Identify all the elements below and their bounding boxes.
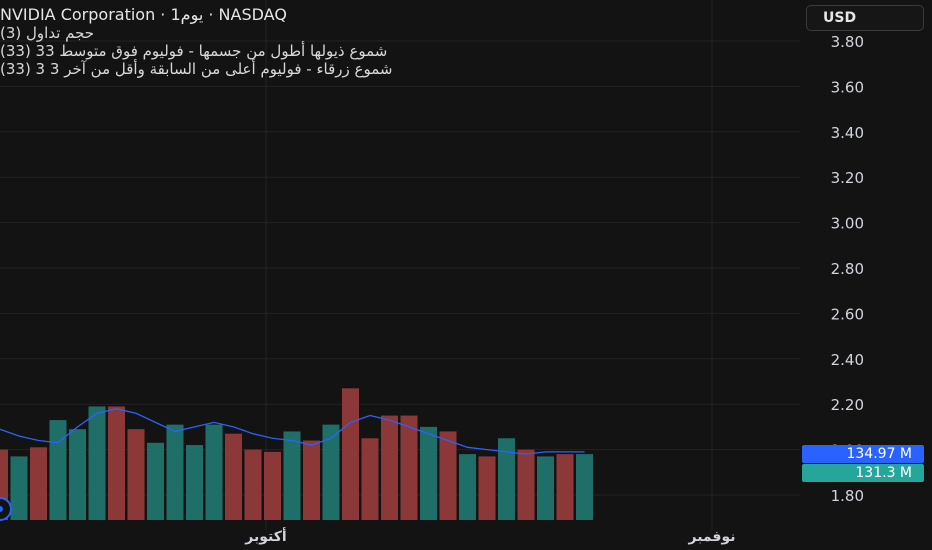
indicator-volume-label[interactable]: (3) حجم تداول (0, 24, 95, 42)
volume-bar-down (342, 388, 359, 520)
volume-bar-up (283, 431, 301, 520)
volume-bar-down (0, 449, 8, 520)
volume-bar-up (186, 445, 203, 520)
volume-bar-up (576, 454, 593, 520)
volume-bar-up (49, 420, 67, 520)
price-tick-label: 3.40 (831, 124, 864, 142)
volume-bar-down (127, 429, 145, 520)
price-tick-label: 3.80 (831, 33, 864, 51)
volume-bar-down (225, 433, 242, 520)
volume-bar-up (147, 442, 164, 520)
volume-bar-down (400, 415, 418, 520)
volume-bar-down (244, 449, 262, 520)
volume-bar-down (381, 415, 398, 520)
chart-legend: NVIDIA Corporation · 1يوم · NASDAQ (3) ح… (0, 5, 393, 79)
time-tick-label: نوفمبر (687, 529, 735, 545)
ma-price-tag: 134.97 M (802, 445, 924, 463)
volume-bar-down (556, 454, 574, 520)
volume-bar-up (88, 406, 106, 520)
price-tick-label: 3.20 (831, 169, 864, 187)
symbol-title[interactable]: NVIDIA Corporation · 1يوم · NASDAQ (0, 5, 287, 24)
indicator-long-wick-label[interactable]: (33) 33 شموع ذيولها أطول من جسمها - فولي… (0, 42, 388, 60)
volume-bar-up (69, 429, 86, 520)
price-tick-label: 3.60 (831, 78, 864, 96)
volume-bar-down (30, 447, 47, 520)
volume-bar-down (517, 449, 535, 520)
price-tick-label: 1.80 (831, 487, 864, 505)
price-tick-label: 2.60 (831, 305, 864, 323)
indicator-blue-candles-label[interactable]: (33) 3 شموع زرقاء - فوليوم أعلى من الساب… (0, 60, 393, 78)
volume-bar-up (166, 424, 184, 520)
volume-bar-up (10, 456, 28, 520)
volume-bars (0, 388, 593, 520)
volume-price-tag: 131.3 M (802, 464, 924, 482)
volume-bar-up (205, 424, 223, 520)
volume-bar-up (537, 456, 554, 520)
volume-bar-down (108, 406, 125, 520)
volume-bar-down (478, 456, 496, 520)
time-axis[interactable]: أكتوبر نوفمبر (244, 527, 735, 545)
price-tick-label: 2.40 (831, 351, 864, 369)
volume-bar-down (439, 431, 457, 520)
volume-bar-up (498, 438, 515, 520)
volume-bar-down (361, 438, 379, 520)
currency-button[interactable]: USD (806, 5, 924, 31)
volume-bar-up (459, 454, 476, 520)
volume-bar-up (420, 426, 437, 520)
time-tick-label: أكتوبر (244, 527, 286, 545)
price-axis[interactable]: 3.803.603.403.203.002.802.602.402.202.00… (831, 33, 864, 505)
volume-bar-down (264, 451, 281, 520)
price-tick-label: 2.20 (831, 396, 864, 414)
price-tick-label: 2.80 (831, 260, 864, 278)
volume-bar-down (303, 440, 320, 520)
volume-bar-up (322, 424, 340, 520)
price-tick-label: 3.00 (831, 215, 864, 233)
moving-average-line (0, 408, 585, 455)
